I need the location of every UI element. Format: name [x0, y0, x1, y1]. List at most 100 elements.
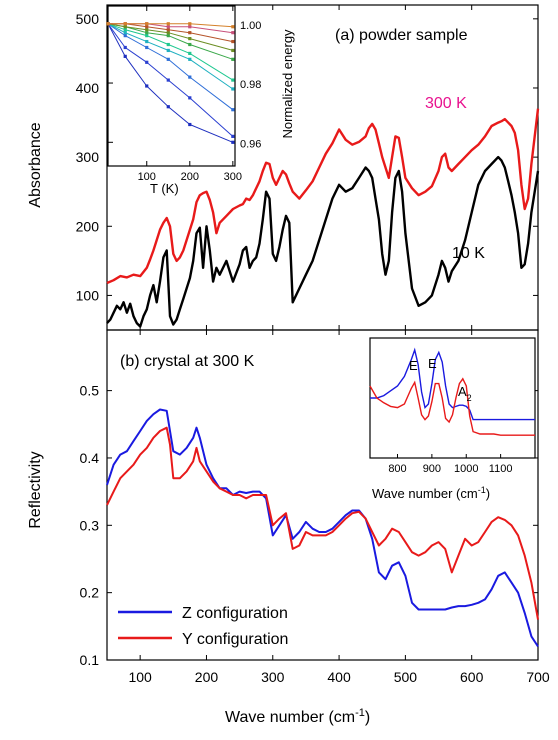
- data-point: [123, 54, 127, 58]
- inset-b-frame: [369, 337, 536, 459]
- y-tick-label: 1.00: [240, 20, 261, 32]
- series-line-2: [107, 23, 234, 111]
- data-point: [188, 25, 192, 29]
- x-tick-label: 300: [224, 171, 242, 183]
- y-tick-label: 0.3: [80, 517, 100, 533]
- inset-b-xlabel-sup: -1: [478, 485, 486, 495]
- y-tick-label: 500: [76, 11, 100, 27]
- x-axis-label-end: ): [365, 709, 370, 726]
- y-tick-label: 0.4: [80, 450, 100, 466]
- inset-b-xlabel-end: ): [486, 486, 490, 501]
- data-point: [166, 34, 170, 38]
- data-point: [166, 105, 170, 109]
- series-line-9: [108, 23, 233, 28]
- x-tick-label: 900: [423, 463, 441, 475]
- y-tick-label: 0.1: [80, 652, 100, 668]
- x-tick-label: 400: [327, 669, 351, 685]
- data-point: [145, 60, 149, 64]
- panel-a-title: (a) powder sample: [335, 27, 468, 44]
- data-point: [166, 48, 170, 53]
- x-tick-label: 500: [394, 669, 418, 685]
- legend-y-label: Y configuration: [182, 631, 288, 648]
- series-line-4: [107, 23, 234, 81]
- y-tick-label: 0.5: [80, 383, 100, 399]
- inset-b-peak-e1: E: [409, 358, 418, 373]
- data-point: [231, 39, 235, 44]
- data-point: [106, 22, 110, 26]
- data-point: [166, 22, 170, 26]
- panel-b-frame: [106, 329, 539, 661]
- y-tick-label: 100: [76, 287, 100, 303]
- data-point: [166, 25, 170, 29]
- data-point: [188, 122, 192, 127]
- series-line-6: [107, 23, 233, 51]
- data-point: [166, 31, 170, 35]
- data-point: [231, 48, 235, 53]
- x-tick-label: 100: [128, 669, 152, 685]
- data-point: [188, 75, 192, 79]
- inset-b-xlabel: Wave number (cm-1): [372, 485, 490, 501]
- y-tick-label: 300: [76, 149, 100, 165]
- data-point: [231, 25, 235, 29]
- inset-b-xlabel-main: Wave number (cm: [372, 486, 478, 501]
- data-point: [145, 39, 149, 44]
- data-point: [145, 84, 149, 88]
- data-point: [231, 140, 235, 144]
- x-tick-label: 200: [195, 669, 219, 685]
- x-tick-label: 200: [181, 171, 199, 183]
- data-point: [188, 31, 192, 35]
- legend-z-label: Z configuration: [182, 605, 288, 622]
- data-point: [231, 134, 235, 138]
- series-line-y-configuration: [106, 426, 539, 620]
- series-line-1: [107, 23, 234, 137]
- peak-a-text: A: [458, 384, 467, 399]
- data-point: [145, 25, 149, 29]
- data-point: [166, 42, 170, 47]
- x-tick-label: 100: [138, 171, 156, 183]
- inset-a-ylabel: Normalized energy: [280, 29, 295, 139]
- data-point: [231, 87, 235, 91]
- inset-b-ticks: 800 900 1000 1100: [388, 454, 512, 475]
- y-tick-label: 0.96: [240, 138, 261, 150]
- y-tick-label: 200: [76, 218, 100, 234]
- inset-b-series-1: [369, 377, 535, 436]
- data-point: [231, 108, 235, 112]
- y-tick-label: 0.2: [80, 585, 100, 601]
- data-point: [188, 57, 192, 61]
- inset-b-series-0: [370, 347, 535, 421]
- inset-a-ticks: 0.96 0.98 1.00 100 200 300: [108, 6, 261, 183]
- data-point: [145, 28, 149, 32]
- data-point: [145, 34, 149, 38]
- x-tick-label: 800: [388, 463, 406, 475]
- data-point: [145, 31, 149, 35]
- peak-a-subscript: 2: [467, 393, 472, 403]
- panel-a-series: [106, 108, 540, 328]
- series-line-0: [107, 23, 233, 143]
- x-tick-label: 600: [460, 669, 484, 685]
- panel-a-ylabel: Absorbance: [27, 122, 44, 207]
- data-point: [166, 78, 170, 82]
- data-point: [145, 45, 149, 50]
- inset-a-xlabel: T (K): [150, 181, 179, 196]
- data-point: [166, 57, 170, 61]
- data-point: [188, 42, 192, 47]
- series-line-z-configuration: [106, 408, 539, 648]
- x-tick-label: 300: [261, 669, 285, 685]
- data-point: [231, 31, 235, 35]
- inset-b-series: [369, 347, 535, 436]
- data-point: [166, 28, 170, 32]
- data-point: [188, 96, 192, 100]
- data-point: [123, 22, 127, 26]
- data-point: [188, 36, 192, 41]
- series-line-300-k: [106, 108, 540, 285]
- data-point: [231, 57, 235, 61]
- data-point: [123, 34, 127, 38]
- series-line-10-k: [106, 155, 540, 328]
- data-point: [231, 78, 235, 82]
- inset-a-series: [106, 22, 235, 144]
- x-tick-label: 1100: [489, 463, 513, 475]
- inset-b-peak-a2: A2: [458, 384, 472, 403]
- inset-b-peak-e2: E: [428, 356, 437, 371]
- x-axis-label-sup: -1: [355, 707, 365, 719]
